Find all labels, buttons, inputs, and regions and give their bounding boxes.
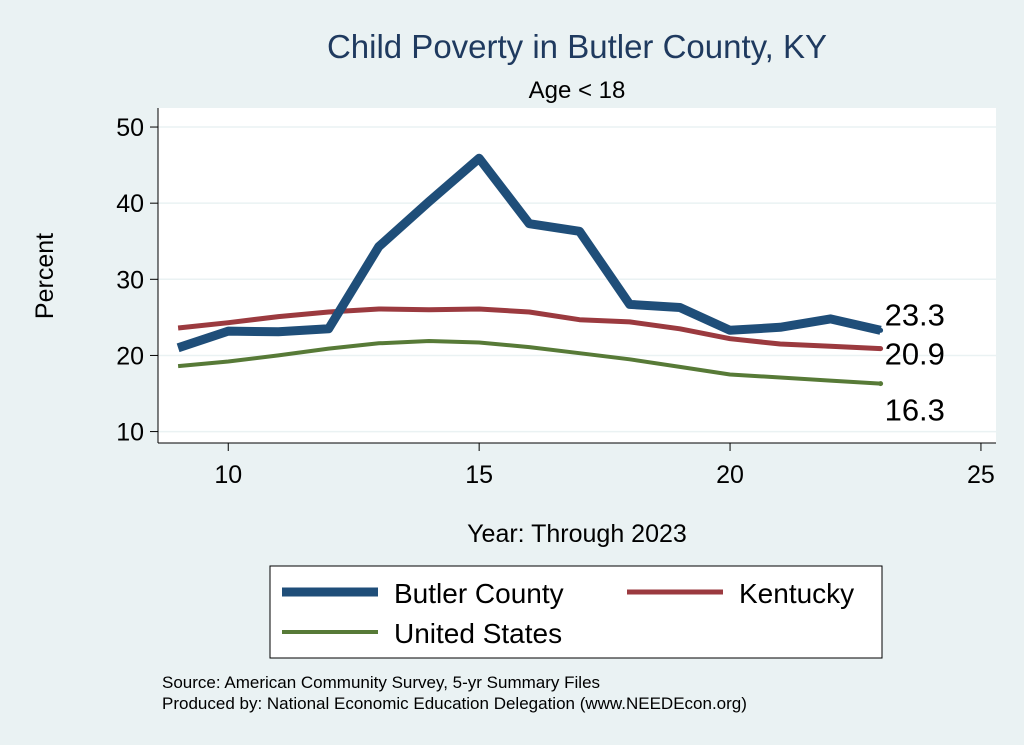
- series-line-butler-county: [176, 153, 882, 353]
- series-line-kentucky: [177, 306, 881, 352]
- x-tick-label: 20: [716, 461, 744, 489]
- source-note: Source: American Community Survey, 5-yr …: [162, 673, 600, 692]
- end-label-butler-county: 23.3: [885, 297, 945, 332]
- x-axis-title: Year: Through 2023: [467, 520, 687, 548]
- series-line-united-states: [177, 339, 881, 386]
- legend-label-butler-county: Butler County: [394, 578, 564, 609]
- x-tick-label: 15: [465, 461, 493, 489]
- series-end-point-kentucky: [878, 346, 884, 352]
- y-tick-label: 10: [116, 419, 144, 447]
- y-tick-label: 30: [116, 266, 144, 294]
- produced-by-note: Produced by: National Economic Education…: [162, 694, 747, 713]
- legend-label-kentucky: Kentucky: [739, 578, 854, 609]
- legend-label-united-states: United States: [394, 618, 562, 649]
- end-label-united-states: 16.3: [885, 393, 945, 428]
- chart-title: Child Poverty in Butler County, KY: [327, 28, 827, 65]
- end-label-kentucky: 20.9: [885, 337, 945, 372]
- series-end-point-united-states: [878, 381, 884, 387]
- x-tick-label: 25: [967, 461, 995, 489]
- chart-subtitle: Age < 18: [529, 77, 626, 104]
- y-tick-label: 50: [116, 114, 144, 142]
- x-tick-label: 10: [214, 461, 242, 489]
- y-tick-label: 40: [116, 190, 144, 218]
- y-axis-title: Percent: [31, 233, 59, 319]
- legend-box: [269, 565, 883, 659]
- plot-area: [158, 108, 996, 443]
- series-end-point-butler-county: [878, 327, 884, 333]
- y-tick-label: 20: [116, 342, 144, 370]
